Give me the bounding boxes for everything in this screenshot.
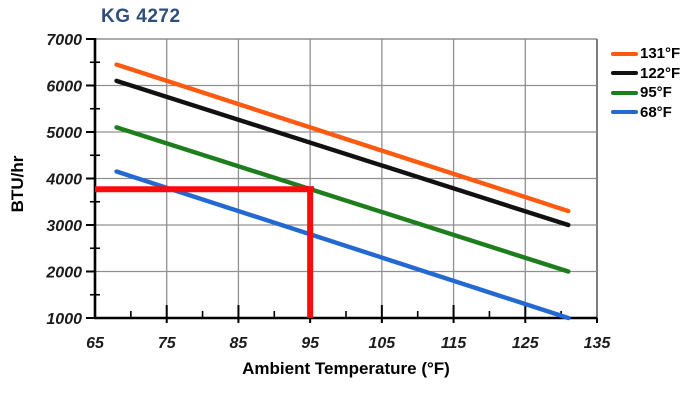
- x-tick-label-75: 75: [158, 335, 177, 352]
- legend-item-68f: 68°F: [611, 103, 680, 123]
- x-tick-label-135: 135: [584, 335, 612, 352]
- y-tick-label-3000: 3000: [46, 218, 82, 235]
- y-tick-label-2000: 2000: [45, 265, 82, 282]
- y-tick-label-4000: 4000: [45, 172, 82, 189]
- legend-swatch: [611, 90, 638, 95]
- series-line-122f: [114, 78, 571, 228]
- legend-item-131f: 131°F: [611, 44, 680, 64]
- chart-title: KG 4272: [101, 6, 181, 27]
- x-tick-label-125: 125: [512, 335, 540, 352]
- y-tick-label-5000: 5000: [46, 125, 82, 142]
- y-tick-label-7000: 7000: [46, 32, 82, 49]
- x-tick-label-65: 65: [86, 335, 105, 352]
- series-line-131f: [114, 62, 571, 214]
- x-tick-label-105: 105: [369, 335, 397, 352]
- legend: 131°F 122°F 95°F 68°F: [611, 44, 680, 122]
- legend-item-95f: 95°F: [611, 83, 680, 103]
- x-tick-label-85: 85: [230, 335, 249, 352]
- legend-swatch: [611, 51, 638, 56]
- legend-label: 131°F: [640, 45, 681, 63]
- legend-item-122f: 122°F: [611, 64, 680, 84]
- legend-swatch: [611, 110, 638, 115]
- x-tick-label-95: 95: [301, 335, 320, 352]
- series-line-68f: [114, 169, 571, 321]
- legend-label: 95°F: [640, 84, 672, 102]
- legend-swatch: [611, 71, 638, 76]
- x-tick-label-115: 115: [441, 335, 468, 352]
- legend-label: 122°F: [640, 64, 681, 82]
- y-tick-label-1000: 1000: [46, 311, 82, 328]
- legend-label: 68°F: [640, 103, 672, 121]
- series-line-95f: [114, 125, 571, 274]
- y-axis-title: BTU/hr: [8, 155, 27, 213]
- y-tick-label-6000: 6000: [46, 79, 82, 96]
- x-axis-title: Ambient Temperature (°F): [242, 359, 450, 378]
